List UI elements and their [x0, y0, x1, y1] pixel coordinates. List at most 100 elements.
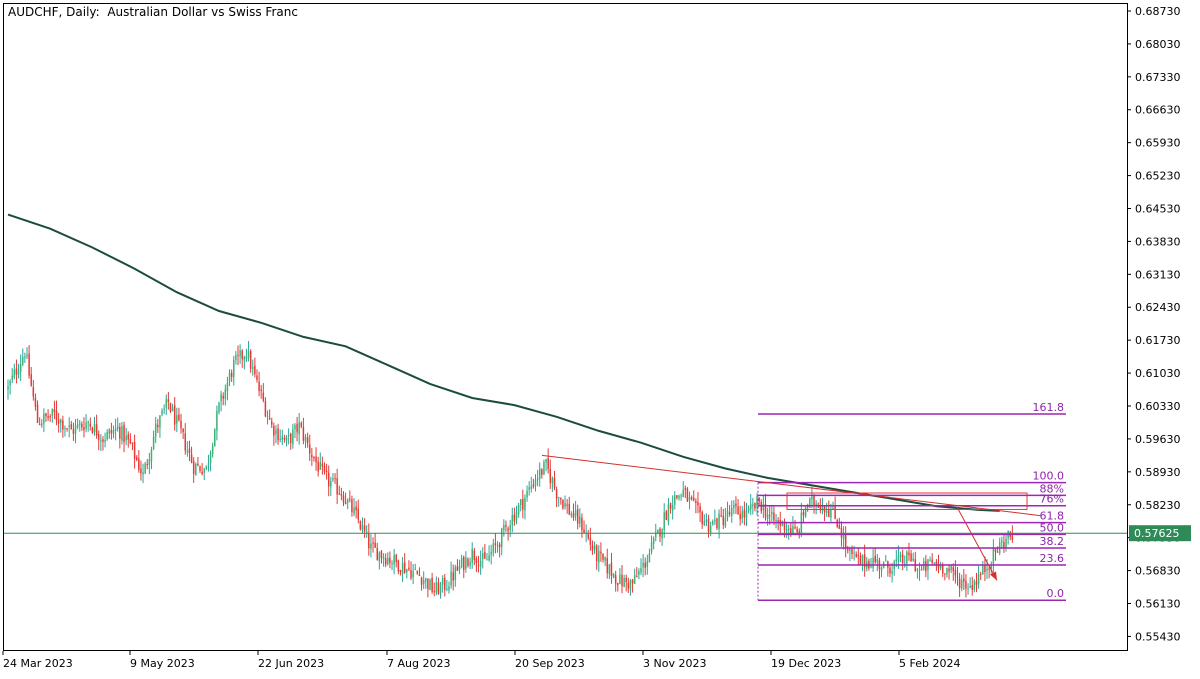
candle-body: [825, 510, 828, 514]
candle-body: [811, 496, 813, 500]
candle-body: [125, 435, 127, 441]
candle-body: [828, 509, 830, 517]
candle-body: [701, 512, 703, 525]
candle-body: [64, 427, 66, 429]
candle-body: [756, 496, 758, 508]
candle-body: [669, 502, 672, 509]
candle-body: [45, 413, 47, 417]
candle-body: [920, 569, 923, 571]
candle-body: [790, 528, 792, 534]
projection-arrow-line: [956, 506, 998, 581]
candle-body: [205, 465, 208, 469]
y-tick-label: 0.61730: [1135, 334, 1181, 347]
candle-body: [142, 472, 144, 475]
candle-body: [775, 519, 777, 522]
candle-body: [78, 423, 81, 425]
candle-body: [370, 543, 372, 549]
candle-body: [441, 578, 444, 585]
candle-body: [733, 505, 735, 509]
candle-body: [146, 463, 149, 465]
candle-body: [273, 425, 275, 436]
candle-body: [667, 504, 670, 522]
x-tick-label: 24 Mar 2023: [3, 657, 73, 670]
candle-body: [787, 528, 790, 531]
candle-body: [308, 444, 311, 454]
candle-body: [89, 423, 92, 427]
candle-body: [148, 459, 151, 465]
x-tick-label: 19 Dec 2023: [771, 657, 841, 670]
fib-level-label: 88%: [1040, 482, 1064, 495]
candle-body: [728, 512, 731, 515]
candle-body: [804, 507, 807, 517]
candle-body: [241, 350, 243, 360]
candle-body: [271, 421, 273, 425]
y-tick-label: 0.68730: [1135, 5, 1181, 18]
candle-body: [906, 551, 908, 564]
candle-body: [505, 525, 507, 527]
candle-body: [110, 430, 113, 434]
candle-body: [813, 495, 815, 507]
candle-body: [249, 351, 252, 369]
candle-body: [948, 568, 950, 572]
candle-body: [507, 528, 509, 531]
candle-body: [851, 548, 853, 555]
candle-body: [431, 577, 433, 592]
candle-body: [941, 564, 944, 574]
candle-body: [792, 526, 794, 534]
candle-body: [87, 421, 89, 423]
candle-body: [300, 422, 303, 427]
candle-body: [589, 537, 592, 545]
candle-body: [361, 524, 364, 531]
candle-body: [496, 545, 499, 547]
candle-body: [500, 528, 503, 547]
candle-body: [522, 499, 524, 510]
candle-body: [51, 408, 54, 417]
candle-body: [334, 477, 336, 479]
candle-body: [929, 560, 931, 562]
candle-body: [853, 552, 855, 554]
candle-body: [93, 424, 96, 433]
y-tick-label: 0.56130: [1135, 598, 1181, 611]
candle-body: [266, 416, 269, 418]
candle-body: [97, 434, 100, 440]
candle-body: [268, 418, 271, 420]
candle-body: [349, 498, 351, 500]
candle-body: [178, 414, 180, 421]
candle-body: [17, 371, 20, 375]
candle-body: [726, 510, 729, 518]
candle-body: [564, 503, 566, 507]
candle-body: [452, 572, 454, 581]
candle-body: [619, 574, 621, 585]
candle-body: [9, 380, 11, 386]
y-tick-label: 0.61030: [1135, 367, 1181, 380]
candle-body: [277, 428, 279, 441]
candle-body: [391, 563, 393, 565]
candle-body: [195, 464, 197, 475]
candle-body: [264, 401, 267, 417]
candle-body: [847, 548, 849, 551]
candle-body: [11, 375, 13, 380]
candle-body: [163, 408, 165, 410]
candle-body: [355, 506, 357, 511]
candle-body: [306, 437, 309, 444]
candle-body: [346, 499, 349, 503]
candle-body: [192, 461, 195, 474]
candle-body: [636, 576, 638, 578]
candle-body: [610, 562, 613, 577]
candle-body: [116, 426, 119, 429]
candle-body: [965, 580, 967, 589]
candle-body: [140, 468, 142, 474]
candle-body: [104, 440, 106, 442]
candle-body: [910, 553, 912, 562]
candle-body: [321, 463, 324, 467]
candle-body: [612, 573, 615, 578]
candle-body: [395, 554, 397, 562]
candle-body: [511, 515, 514, 526]
candle-body: [374, 542, 376, 548]
candle-body: [657, 529, 659, 534]
candle-body: [43, 413, 45, 424]
candle-body: [492, 543, 495, 553]
candle-body: [695, 501, 697, 503]
candle-body: [536, 478, 539, 480]
candle-body: [595, 545, 598, 561]
